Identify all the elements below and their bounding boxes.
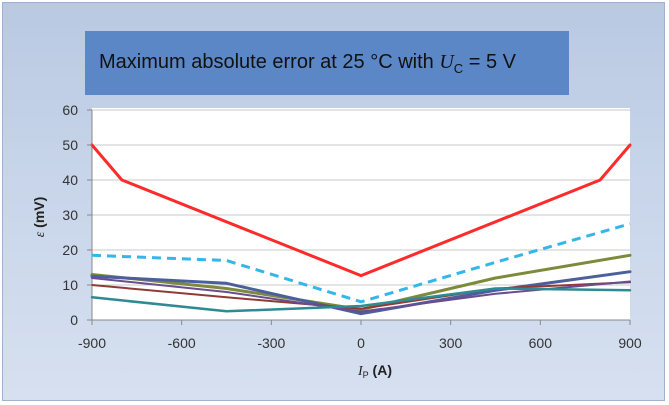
- chart-title: Maximum absolute error at 25 °C with UC …: [99, 51, 516, 76]
- series-line-5: [91, 281, 631, 310]
- y-axis-unit: (mV): [31, 197, 47, 232]
- y-tick-label: 0: [70, 312, 78, 328]
- x-tick-label: -900: [78, 335, 106, 351]
- y-tick-label: 40: [62, 172, 78, 188]
- title-symbol: U: [439, 51, 454, 73]
- title-prefix: Maximum absolute error at 25 °C with: [99, 51, 440, 73]
- chart-title-box: Maximum absolute error at 25 °C with UC …: [85, 31, 569, 95]
- y-tick-label: 10: [62, 277, 78, 293]
- x-tick-label: 300: [439, 335, 463, 351]
- x-axis-subscript: P: [363, 370, 369, 380]
- x-axis-label: IP (A): [357, 362, 392, 380]
- y-tick-label: 50: [62, 137, 78, 153]
- title-subscript: C: [453, 61, 464, 76]
- series-line-4: [90, 270, 632, 316]
- y-tick-label: 60: [62, 102, 78, 118]
- x-axis-unit: (A): [369, 362, 392, 378]
- y-axis-label: ε (mV): [31, 197, 48, 238]
- series-line-2: [91, 222, 631, 304]
- series-line-1: [90, 143, 632, 278]
- series-line-7: [90, 287, 632, 313]
- x-tick-label: 900: [618, 335, 642, 351]
- x-axis-symbol: I: [357, 364, 364, 379]
- y-tick-label: 30: [62, 207, 78, 223]
- x-tick-label: 600: [529, 335, 553, 351]
- x-tick-label: -600: [168, 335, 196, 351]
- x-tick-label: -300: [257, 335, 285, 351]
- title-suffix: = 5 V: [463, 51, 516, 73]
- y-axis-symbol: ε: [33, 231, 48, 237]
- x-tick-label: 0: [357, 335, 365, 351]
- y-tick-label: 20: [62, 242, 78, 258]
